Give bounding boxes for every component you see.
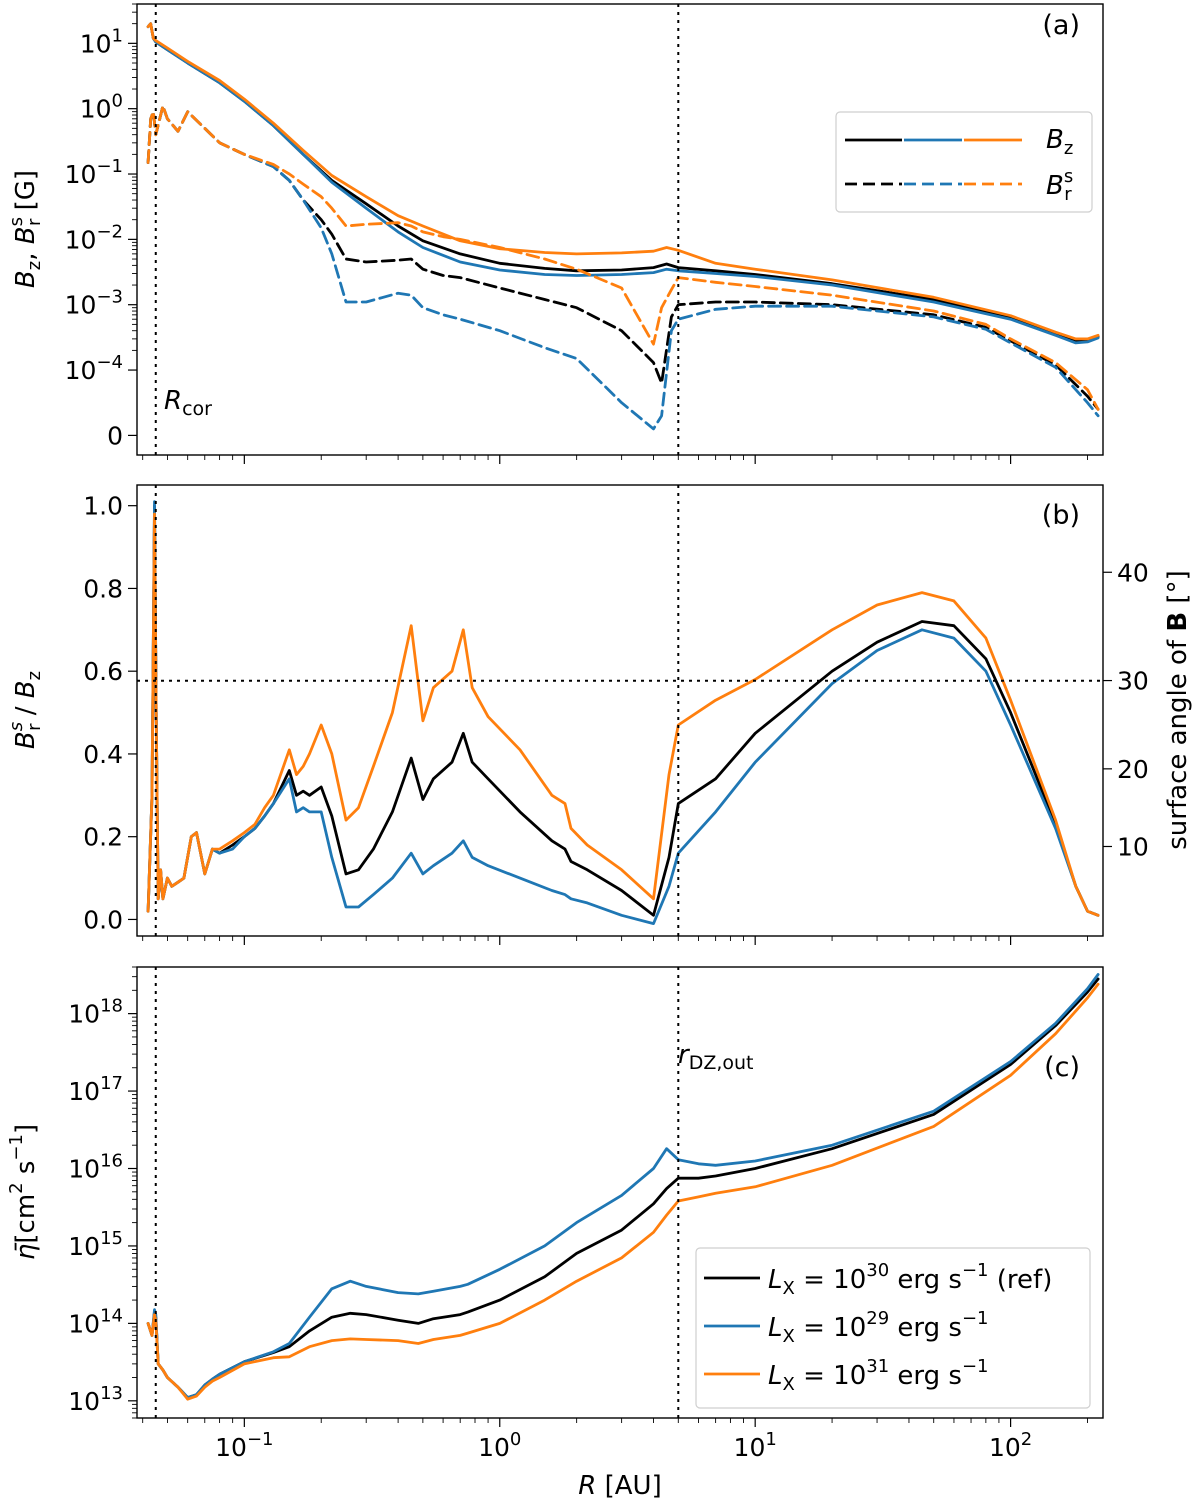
panel-b-frame [136,484,1104,937]
panel-c-guides [154,967,680,1418]
svg-text:Rcor: Rcor [164,386,212,420]
panel-c-label: (c) [1044,1052,1080,1083]
panel-b-right-y-tick-label: 40 [1117,558,1149,587]
panel-b-series-1 [146,500,1100,925]
panel-c-y-ticks: 1013 1014 1015 1016 1017 1018 [68,966,137,1419]
panel-b-series-group [146,500,1100,925]
panel-b-x-ticks [142,936,1088,945]
panel-b-y-ticks: 0.0 0.2 0.4 0.6 0.8 1.0 [83,492,137,934]
panel-b-label: (b) [1042,500,1080,531]
panel-b-y-tick-label: 0.4 [83,740,123,769]
panel-b-y-tick-label: 0.0 [83,905,123,934]
panel-c-y-axis-label: η̄[cm2 s−1] [6,1124,41,1260]
panel-c-y-tick-label: 1015 [68,1228,123,1261]
panel-a-series-group [146,22,1100,431]
panel-b-y-tick-label: 1.0 [83,492,123,521]
panel-b-right-y-tick-label: 10 [1117,832,1149,861]
panel-a-y-tick-label: 100 [80,91,123,124]
panel-b-y-tick-label: 0.8 [83,574,123,603]
panel-c-frame [136,966,1104,1419]
legend-a-label-bz: Bz [1046,125,1073,159]
panel-c-legend: LX = 1030 erg s−1 (ref) LX = 1029 erg s−… [695,1247,1091,1409]
svg-text:rDZ,out: rDZ,out [678,1040,754,1074]
panel-a-label: (a) [1042,10,1080,41]
panel-a-y-ticks: 0 10−4 10−3 10−2 10−1 100 101 [65,3,137,450]
panel-a-y-tick-label: 0 [107,421,123,450]
panel-a-legend: Bz Bs r [835,111,1093,213]
panel-b-right-y-tick-label: 20 [1117,755,1149,784]
panel-a-y-tick-label: 10−2 [65,221,123,254]
panel-b-right-y-tick-label: 30 [1117,667,1149,696]
panel-a-y-tick-label: 101 [80,25,123,58]
panel-b-series-0 [146,504,1100,917]
panel-a-y-tick-label: 10−4 [65,352,123,385]
x-axis-label: R [AU] [578,1471,661,1501]
panel-b-series-2 [146,512,1100,917]
panel-a-y-tick-label: 10−1 [65,156,123,189]
panel-b-guides [137,485,1103,936]
panel-a-y-axis-label: Bz, Bsr [G] [6,170,45,288]
annotation-r-dz-out: rDZ,out [678,1040,754,1074]
legend-c-label-31: LX = 1031 erg s−1 [768,1356,989,1395]
panel-c-y-tick-label: 1018 [68,996,123,1029]
legend-a-box [835,111,1093,213]
panel-c-y-tick-label: 1014 [68,1305,123,1338]
panel-a-x-ticks [142,455,1088,464]
legend-a-label-brs: Bs r [1046,166,1073,205]
panel-a-series-5 [146,104,1100,411]
panel-b-y-tick-label: 0.2 [83,823,123,852]
panel-b-y-tick-label: 0.6 [83,657,123,686]
panel-b-right-y-ticks: 10 20 30 40 [1103,558,1149,861]
panel-c-y-tick-label: 1017 [68,1073,123,1106]
panel-a-y-tick-label: 10−3 [65,287,123,320]
x-tick-label: 100 [478,1429,521,1462]
panel-c-x-ticks: 10−1 100 101 102 [142,1418,1088,1462]
panel-b-right-y-axis-label: surface angle of B [°] [1163,570,1193,849]
x-tick-label: 102 [989,1429,1032,1462]
panel-c-series-2 [146,982,1100,1401]
panel-c-series-group [146,973,1100,1401]
annotation-r-cor: Rcor [164,386,212,420]
legend-c-box [695,1247,1091,1409]
legend-c-label-29: LX = 1029 erg s−1 [768,1308,989,1347]
panel-c-y-tick-label: 1016 [68,1151,123,1184]
panel-a-guides [154,4,680,455]
x-tick-label: 10−1 [215,1429,273,1462]
panel-a-frame [136,3,1104,456]
panel-c-y-tick-label: 1013 [68,1383,123,1416]
legend-c-label-ref: LX = 1030 erg s−1 (ref) [768,1260,1052,1299]
panel-c: 10−1 100 101 102 1013 1014 1015 1016 1017 1018 (… [6,966,1104,1501]
panel-b: 0.0 0.2 0.4 0.6 0.8 1.0 10 20 30 40 (b) Bsr / Bz… [6,484,1193,945]
panel-b-y-axis-label: Bsr / Bz [6,671,45,749]
x-tick-label: 101 [734,1429,777,1462]
